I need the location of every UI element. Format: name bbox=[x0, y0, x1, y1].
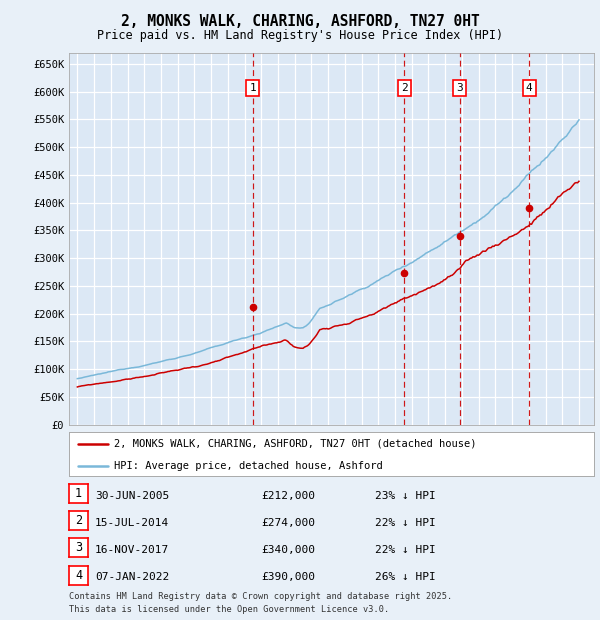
Text: 4: 4 bbox=[526, 82, 533, 92]
Text: 07-JAN-2022: 07-JAN-2022 bbox=[95, 572, 169, 582]
Text: 30-JUN-2005: 30-JUN-2005 bbox=[95, 490, 169, 500]
Text: 15-JUL-2014: 15-JUL-2014 bbox=[95, 518, 169, 528]
Text: £274,000: £274,000 bbox=[261, 518, 315, 528]
Text: HPI: Average price, detached house, Ashford: HPI: Average price, detached house, Ashf… bbox=[113, 461, 382, 471]
Text: £390,000: £390,000 bbox=[261, 572, 315, 582]
Text: 22% ↓ HPI: 22% ↓ HPI bbox=[375, 545, 436, 555]
Text: 3: 3 bbox=[457, 82, 463, 92]
Text: 2: 2 bbox=[75, 514, 82, 527]
Text: 2, MONKS WALK, CHARING, ASHFORD, TN27 0HT (detached house): 2, MONKS WALK, CHARING, ASHFORD, TN27 0H… bbox=[113, 438, 476, 449]
Text: £340,000: £340,000 bbox=[261, 545, 315, 555]
Text: £212,000: £212,000 bbox=[261, 490, 315, 500]
Text: 3: 3 bbox=[75, 541, 82, 554]
Text: 22% ↓ HPI: 22% ↓ HPI bbox=[375, 518, 436, 528]
Text: 2: 2 bbox=[401, 82, 407, 92]
Text: Contains HM Land Registry data © Crown copyright and database right 2025.
This d: Contains HM Land Registry data © Crown c… bbox=[69, 592, 452, 614]
Text: 2, MONKS WALK, CHARING, ASHFORD, TN27 0HT: 2, MONKS WALK, CHARING, ASHFORD, TN27 0H… bbox=[121, 14, 479, 29]
Text: Price paid vs. HM Land Registry's House Price Index (HPI): Price paid vs. HM Land Registry's House … bbox=[97, 29, 503, 42]
Text: 1: 1 bbox=[75, 487, 82, 500]
Text: 16-NOV-2017: 16-NOV-2017 bbox=[95, 545, 169, 555]
Text: 26% ↓ HPI: 26% ↓ HPI bbox=[375, 572, 436, 582]
Text: 4: 4 bbox=[75, 569, 82, 582]
Text: 23% ↓ HPI: 23% ↓ HPI bbox=[375, 490, 436, 500]
Text: 1: 1 bbox=[250, 82, 256, 92]
